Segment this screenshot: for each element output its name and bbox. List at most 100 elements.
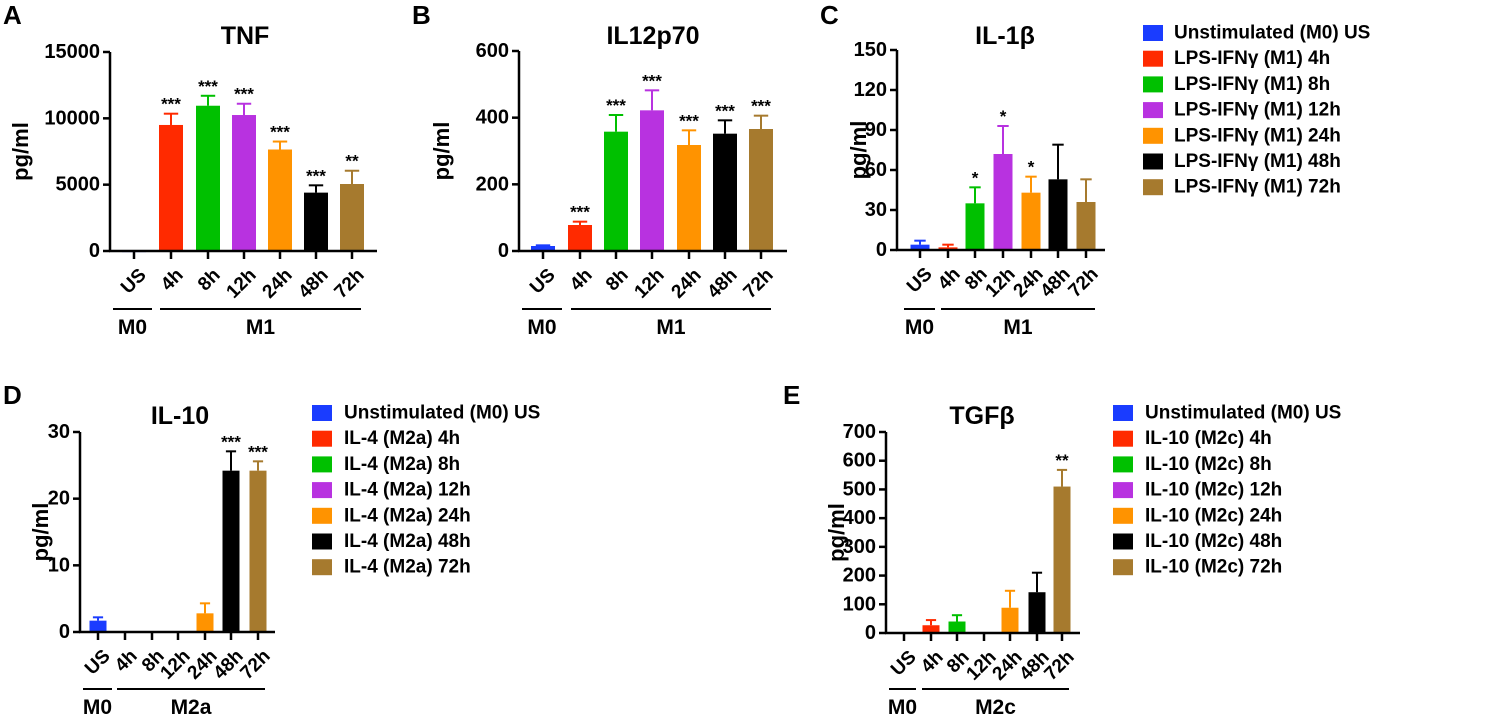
legend-label: LPS-IFNγ (M1) 4h <box>1174 48 1330 69</box>
legend-swatch <box>1113 559 1133 576</box>
legend-swatch <box>1143 179 1163 196</box>
significance-label: *** <box>161 95 181 114</box>
bar-US <box>531 246 555 251</box>
significance-label: *** <box>221 432 241 451</box>
bar-12h <box>640 110 664 251</box>
bar-8h <box>604 131 628 251</box>
y-tick-label: 400 <box>843 507 876 529</box>
x-tick-label: 8h <box>602 265 633 296</box>
legend-swatch <box>1143 153 1163 170</box>
y-axis-label: pg/ml <box>8 122 33 181</box>
legend-label: IL-4 (M2a) 8h <box>344 454 460 475</box>
x-tick-label: 4h <box>566 265 597 296</box>
legend-label: IL-10 (M2c) 24h <box>1145 505 1282 526</box>
significance-label: *** <box>751 97 771 116</box>
bar-4h <box>159 124 183 251</box>
panel-letter: E <box>783 380 800 410</box>
legend-label: IL-4 (M2a) 72h <box>344 557 471 578</box>
y-tick-label: 30 <box>865 199 887 221</box>
panel-D: DIL-10pg/mlUS4h8h12h24h***48h***72h01020… <box>3 380 540 719</box>
group-label: M0 <box>118 316 147 339</box>
x-tick-label: 72h <box>1041 647 1079 685</box>
x-tick-label: US <box>526 265 560 299</box>
x-tick-label: 48h <box>295 265 333 303</box>
x-tick-label: 4h <box>111 646 142 677</box>
y-tick-label: 10000 <box>44 107 100 129</box>
legend-swatch <box>1113 456 1133 473</box>
panel-letter: D <box>3 380 22 410</box>
x-tick-label: US <box>887 647 921 681</box>
legend: Unstimulated (M0) US LPS-IFNγ (M1) 4h LPS-… <box>1143 23 1370 198</box>
significance-label: * <box>972 168 979 187</box>
panel-C: CIL-1βpg/mlUS4h*8h*12h*24h48h72h03060901… <box>820 0 1370 339</box>
chart-title: IL-10 <box>151 402 209 430</box>
y-tick-label: 90 <box>865 119 887 141</box>
y-axis-label: pg/ml <box>846 121 871 180</box>
significance-label: *** <box>270 123 290 142</box>
bar-12h <box>993 154 1013 250</box>
x-tick-label: 72h <box>740 265 778 303</box>
legend-label: IL-4 (M2a) 12h <box>344 480 471 501</box>
legend-label: IL-10 (M2c) 72h <box>1145 557 1282 578</box>
bar-4h <box>568 225 592 251</box>
x-tick-label: 12h <box>631 265 669 303</box>
y-tick-label: 30 <box>48 421 70 443</box>
significance-label: *** <box>679 111 699 130</box>
panel-letter: A <box>3 0 22 30</box>
x-tick-label: 48h <box>704 265 742 303</box>
x-tick-label: US <box>117 265 151 299</box>
legend-swatch <box>1143 76 1163 93</box>
significance-label: * <box>1028 158 1035 177</box>
bar-24h <box>1021 192 1041 250</box>
bar-4h <box>938 247 958 250</box>
bar-12h <box>232 115 256 252</box>
y-tick-label: 5000 <box>56 174 101 196</box>
legend-swatch <box>1143 127 1163 144</box>
group-label: M2a <box>171 696 212 719</box>
x-tick-label: 24h <box>259 265 297 303</box>
x-tick-label: 72h <box>1065 264 1103 302</box>
bar-72h <box>749 129 773 251</box>
bar-US <box>910 244 930 250</box>
group-label: M1 <box>1003 316 1032 339</box>
legend-label: Unstimulated (M0) US <box>1145 403 1341 424</box>
legend-label: IL-4 (M2a) 24h <box>344 505 471 526</box>
significance-label: *** <box>715 101 735 120</box>
y-tick-label: 200 <box>476 173 509 195</box>
panel-letter: B <box>412 0 431 30</box>
bar-8h <box>965 203 985 250</box>
x-tick-label: 72h <box>237 646 275 684</box>
x-tick-label: 12h <box>223 265 261 303</box>
legend-label: Unstimulated (M0) US <box>344 403 540 424</box>
x-tick-label: US <box>903 264 937 298</box>
legend-swatch <box>312 405 332 421</box>
bar-48h <box>1028 592 1046 633</box>
bar-24h <box>677 145 701 251</box>
bar-48h <box>222 470 240 632</box>
bar-48h <box>1048 179 1068 250</box>
y-tick-label: 120 <box>854 79 887 101</box>
y-tick-label: 500 <box>843 478 876 500</box>
legend-label: IL-10 (M2c) 8h <box>1145 454 1272 475</box>
y-tick-label: 0 <box>865 622 876 644</box>
y-tick-label: 150 <box>854 39 887 61</box>
chart-title: TGFβ <box>949 402 1014 430</box>
legend-swatch <box>1143 25 1163 41</box>
legend-swatch <box>1113 405 1133 421</box>
legend-label: IL-10 (M2c) 48h <box>1145 531 1282 552</box>
bar-72h <box>249 470 267 632</box>
y-tick-label: 700 <box>843 421 876 443</box>
legend-swatch <box>312 430 332 447</box>
legend-swatch <box>1143 102 1163 119</box>
bar-48h <box>713 133 737 251</box>
legend: Unstimulated (M0) US IL-10 (M2c) 4h IL-10 … <box>1113 403 1341 578</box>
y-tick-label: 0 <box>876 239 887 261</box>
legend-swatch <box>312 482 332 499</box>
legend-swatch <box>1113 482 1133 499</box>
significance-label: *** <box>570 203 590 222</box>
bar-24h <box>1001 607 1019 633</box>
chart-title: TNF <box>221 22 270 50</box>
bar-72h <box>340 184 364 251</box>
group-label: M1 <box>246 316 275 339</box>
